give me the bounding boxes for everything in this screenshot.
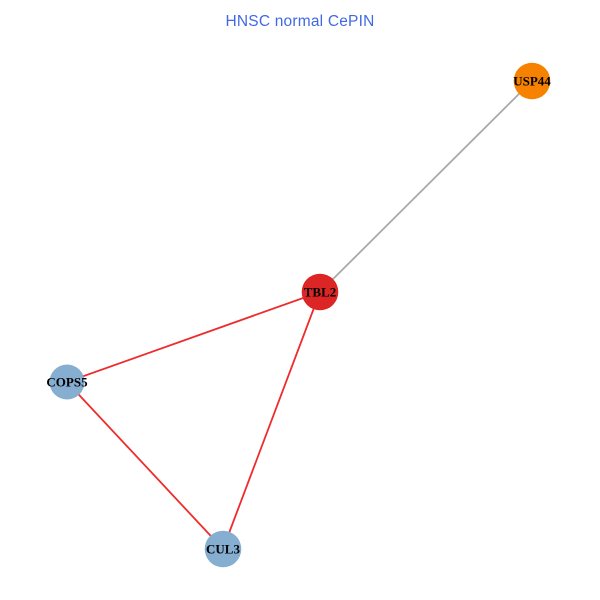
node-COPS5: [49, 364, 85, 400]
node-USP44: [513, 62, 551, 100]
node-label-CUL3: CUL3: [206, 542, 240, 557]
node-label-TBL2: TBL2: [304, 285, 337, 300]
node-label-USP44: USP44: [513, 74, 551, 89]
node-TBL2: [301, 273, 339, 311]
node-CUL3: [204, 530, 242, 568]
edge-TBL2-USP44: [319, 80, 533, 293]
node-label-COPS5: COPS5: [46, 375, 88, 390]
plot-title: HNSC normal CePIN: [225, 13, 375, 30]
edge-TBL2-COPS5: [66, 291, 321, 383]
edge-TBL2-CUL3: [222, 291, 321, 550]
edge-COPS5-CUL3: [66, 381, 224, 550]
